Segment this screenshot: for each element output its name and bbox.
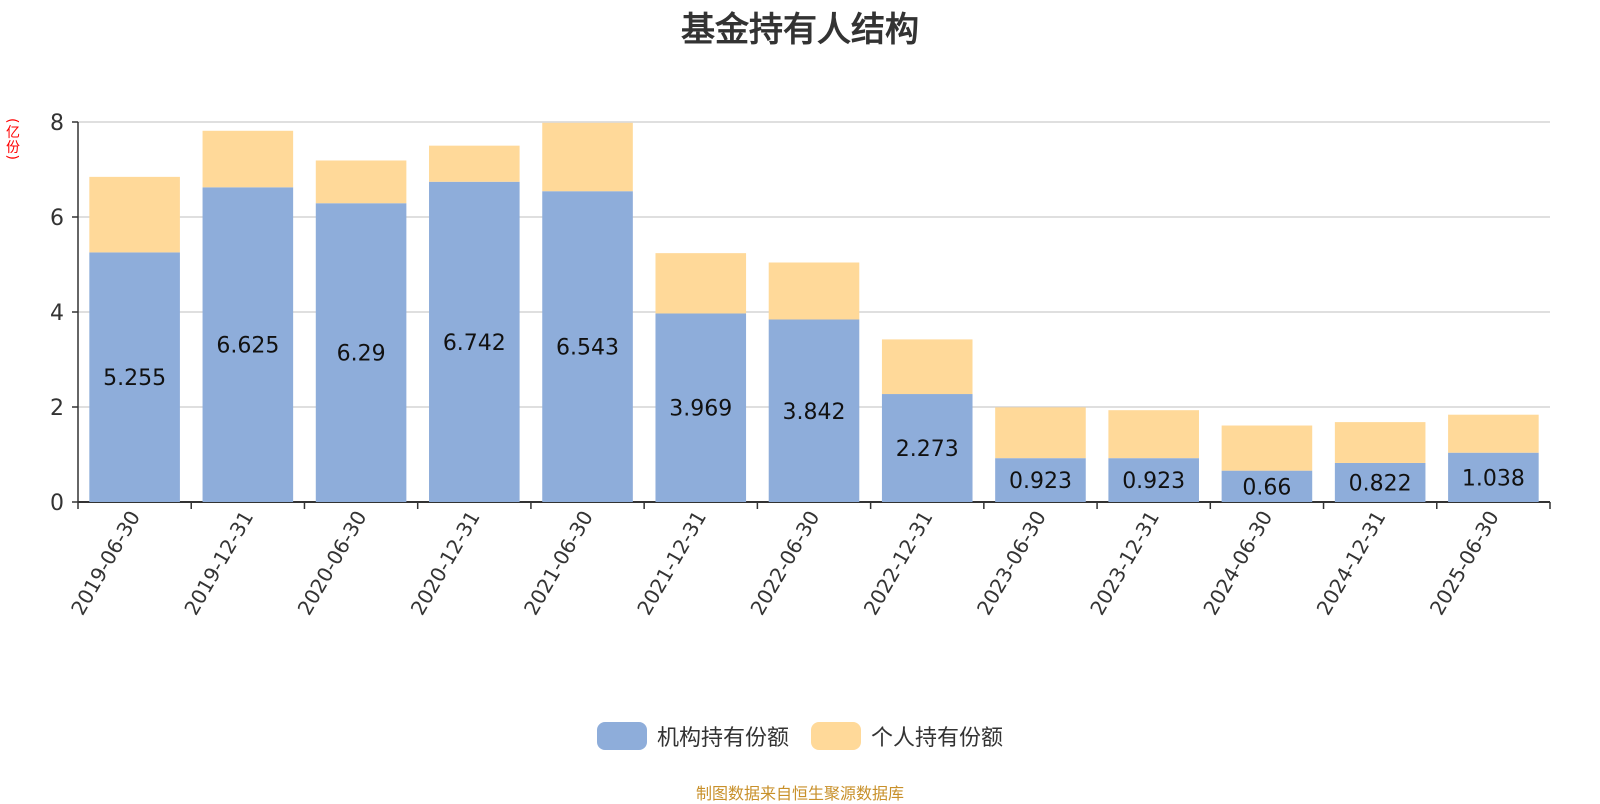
chart-legend: 机构持有份额 个人持有份额: [0, 720, 1600, 752]
bar-data-label: 1.038: [1462, 466, 1525, 491]
bar-institutional: [1108, 458, 1199, 502]
bar-data-label: 3.842: [783, 400, 846, 425]
bar-institutional: [1334, 462, 1426, 502]
x-tick-label: 2022-12-31: [859, 506, 938, 619]
bar-institutional: [89, 252, 180, 502]
bar-data-label: 0.66: [1242, 475, 1291, 500]
x-tick-label: 2025-06-30: [1425, 507, 1504, 620]
bar-data-label: 3.969: [669, 397, 732, 422]
y-tick-label: 8: [50, 111, 64, 136]
x-tick-label: 2021-06-30: [519, 507, 598, 620]
x-tick-label: 2023-06-30: [972, 507, 1051, 620]
x-tick-label: 2021-12-31: [632, 507, 711, 620]
legend-item-institutional[interactable]: 机构持有份额: [596, 720, 789, 752]
x-tick-label: 2019-06-30: [66, 507, 145, 620]
bar-data-label: 6.625: [216, 334, 279, 359]
x-tick-label: 2019-12-31: [179, 507, 258, 620]
bar-individual: [542, 122, 633, 192]
bar-individual: [202, 130, 294, 188]
bar-institutional: [1448, 452, 1539, 502]
x-tick-label: 2024-12-31: [1312, 507, 1391, 620]
bar-institutional: [881, 394, 973, 502]
bar-individual: [995, 407, 1086, 459]
bar-institutional: [995, 458, 1086, 502]
bar-individual: [1448, 414, 1539, 453]
y-tick-label: 6: [50, 206, 64, 231]
legend-swatch-individual: [811, 722, 861, 750]
bar-data-label: 2.273: [896, 437, 959, 462]
bar-data-label: 5.255: [103, 366, 166, 391]
x-tick-label: 2023-12-31: [1085, 507, 1164, 620]
bar-data-label: 6.543: [556, 336, 619, 361]
bar-individual: [655, 253, 747, 314]
legend-swatch-institutional: [596, 722, 647, 750]
x-tick-label: 2022-06-30: [745, 507, 824, 620]
chart-title: 基金持有人结构: [681, 10, 919, 50]
bar-data-label: 6.29: [337, 342, 386, 367]
bar-data-label: 0.923: [1122, 469, 1185, 494]
bar-individual: [768, 262, 860, 320]
y-tick-label: 0: [50, 491, 64, 516]
bar-institutional: [655, 313, 747, 502]
bar-individual: [1221, 425, 1313, 471]
y-tick-label: 4: [50, 301, 64, 326]
bar-data-label: 0.923: [1009, 469, 1072, 494]
bar-individual: [1108, 410, 1199, 459]
y-tick-label: 2: [50, 396, 64, 421]
bar-individual: [315, 160, 407, 204]
bar-individual: [881, 339, 973, 395]
bar-institutional: [315, 203, 407, 502]
legend-item-individual[interactable]: 个人持有份额: [811, 720, 1003, 752]
bar-individual: [429, 145, 520, 182]
source-note: 制图数据来自恒生聚源数据库: [695, 784, 904, 803]
x-tick-label: 2020-06-30: [293, 507, 372, 620]
x-tick-label: 2024-06-30: [1198, 507, 1277, 620]
bar-data-label: 6.742: [443, 331, 506, 356]
bar-institutional: [1221, 470, 1313, 502]
y-axis-unit-label: (亿份): [4, 118, 20, 161]
legend-label-institutional: 机构持有份额: [656, 726, 789, 751]
bar-individual: [89, 176, 180, 253]
bar-institutional: [202, 187, 294, 502]
bar-data-label: 0.822: [1349, 471, 1412, 496]
stacked-bar-chart: 0 2 4 6 8 5.255 2019-06-30 6.625 2019-12-31 6.29 2…: [50, 111, 1551, 620]
x-tick-label: 2020-12-31: [406, 507, 485, 620]
bar-institutional: [542, 191, 633, 502]
bar-institutional: [429, 181, 520, 502]
bar-individual: [1334, 422, 1426, 463]
legend-label-individual: 个人持有份额: [871, 726, 1004, 751]
bar-institutional: [768, 319, 860, 502]
